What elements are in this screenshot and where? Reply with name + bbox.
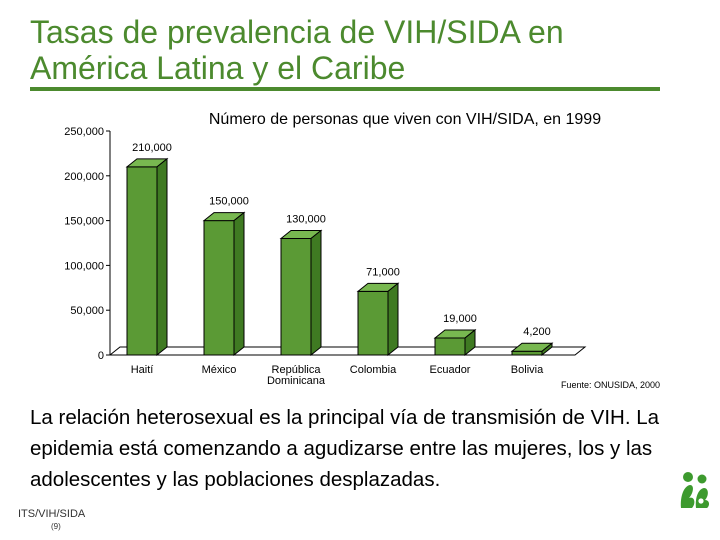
slide-title: Tasas de prevalencia de VIH/SIDA en Amér…: [30, 14, 670, 86]
bar-front: [511, 350, 543, 356]
bar-side: [310, 229, 322, 357]
y-tick-label: 100,000: [64, 260, 104, 272]
bars-group: 210,000 150,000 130,000 71,000 19,000 4,200: [125, 142, 554, 357]
y-tick-label: 50,000: [70, 305, 104, 317]
chart-source: Fuente: ONUSIDA, 2000: [561, 380, 660, 390]
bar-side: [156, 157, 168, 357]
x-tick-label: Ecuador: [430, 364, 471, 376]
bar-side: [541, 342, 553, 357]
bar-chart: Número de personas que viven con VIH/SID…: [64, 111, 660, 390]
bar-data-label: 210,000: [132, 142, 172, 154]
footer-label: ITS/VIH/SIDA (9): [18, 508, 85, 531]
bar-side: [387, 282, 399, 357]
bar: [279, 229, 323, 357]
bar-front: [357, 290, 389, 356]
bar-front: [280, 238, 312, 356]
bar: [202, 211, 246, 357]
bar-data-label: 150,000: [209, 196, 249, 208]
x-tick-label: México: [202, 364, 237, 376]
x-tick-label: Haití: [131, 364, 154, 376]
footer-label-text: ITS/VIH/SIDA: [18, 508, 86, 520]
bar-data-label: 71,000: [366, 266, 400, 278]
y-tick-label: 0: [98, 350, 104, 362]
y-tick-label: 150,000: [64, 216, 104, 228]
bar-data-label: 19,000: [443, 313, 477, 325]
slide-body-text: La relación heterosexual es la principal…: [30, 406, 660, 491]
bar: [433, 328, 477, 357]
slide-title-line-1: Tasas de prevalencia de VIH/SIDA en: [30, 14, 564, 50]
bar-front: [126, 166, 158, 356]
bar: [125, 157, 169, 357]
bar-front: [434, 337, 466, 356]
y-tick-label: 200,000: [64, 171, 104, 183]
bar-side: [233, 211, 245, 357]
x-tick-label: Colombia: [350, 364, 397, 376]
bar-data-label: 4,200: [523, 326, 551, 338]
title-underline: [30, 87, 660, 91]
bar: [356, 282, 400, 357]
bar-data-label: 130,000: [286, 214, 326, 226]
x-tick-label: República Dominicana: [267, 364, 326, 387]
bar-front: [203, 220, 235, 356]
slide-title-line-2: América Latina y el Caribe: [30, 50, 406, 86]
x-axis-labels: Haití México República Dominicana Colombia Ec…: [131, 364, 544, 387]
y-tick-label: 250,000: [64, 126, 104, 138]
x-tick-label: Bolivia: [511, 364, 544, 376]
bar: [510, 342, 554, 357]
green-figures-logo-icon: [680, 472, 710, 508]
bar-side: [464, 328, 476, 357]
chart-title: Número de personas que viven con VIH/SID…: [209, 111, 601, 128]
page-number: (9): [51, 522, 61, 531]
